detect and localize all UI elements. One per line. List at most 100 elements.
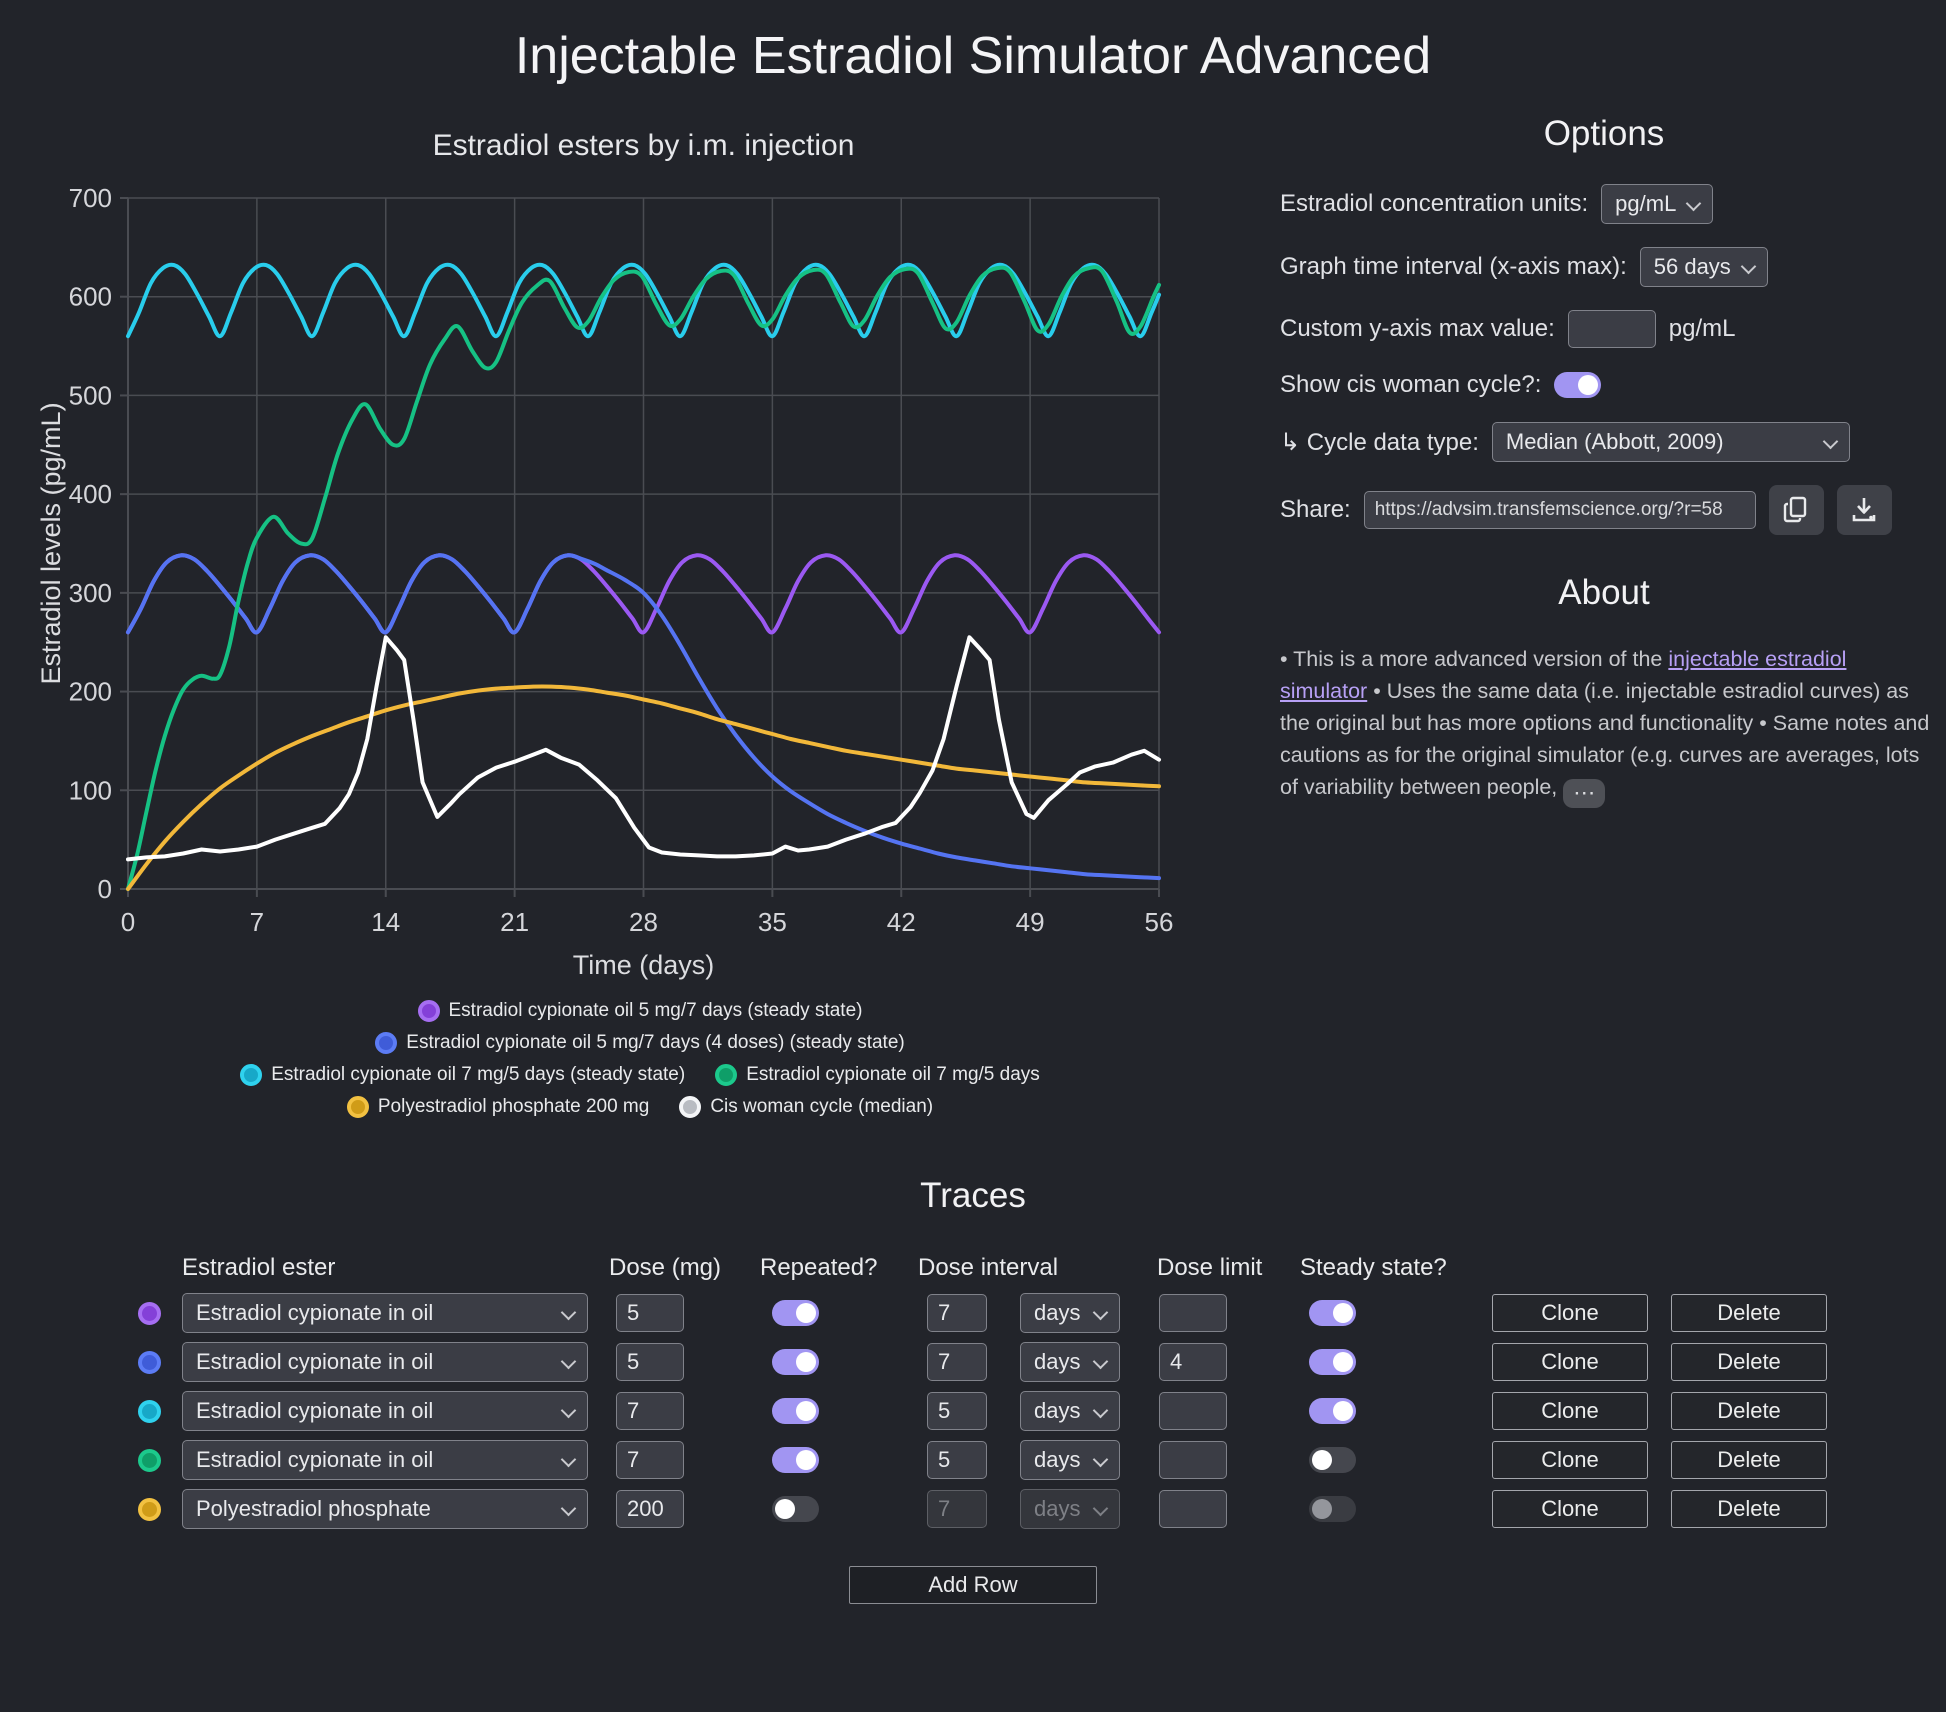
legend-row: Estradiol cypionate oil 5 mg/7 days (4 d… — [375, 1032, 905, 1054]
injectable-simulator-link[interactable]: injectable estradiol simulator — [1280, 647, 1847, 703]
clone-button[interactable]: Clone — [1492, 1294, 1648, 1332]
steady-state-toggle[interactable] — [1309, 1398, 1356, 1424]
clone-button[interactable]: Clone — [1492, 1343, 1648, 1381]
toggle-knob — [796, 1352, 816, 1372]
dose-interval-input[interactable] — [927, 1392, 987, 1430]
legend-dot — [240, 1064, 263, 1086]
legend-dot — [715, 1064, 738, 1086]
download-icon — [1852, 498, 1876, 522]
legend-label: Polyestradiol phosphate 200 mg — [377, 1096, 650, 1117]
add-row-button[interactable]: Add Row — [849, 1566, 1097, 1604]
ester-select[interactable]: Polyestradiol phosphate — [182, 1489, 588, 1529]
download-button[interactable] — [1836, 485, 1892, 535]
clone-button[interactable]: Clone — [1492, 1392, 1648, 1430]
units-select[interactable]: pg/mL — [1601, 184, 1714, 224]
dose-limit-input[interactable] — [1159, 1343, 1227, 1381]
dose-interval-input[interactable] — [927, 1343, 987, 1381]
svg-text:56: 56 — [1145, 907, 1174, 937]
chevron-down-icon — [560, 1304, 577, 1321]
legend-item[interactable]: Estradiol cypionate oil 7 mg/5 days — [715, 1064, 1040, 1086]
legend-item[interactable]: Cis woman cycle (median) — [679, 1096, 933, 1118]
delete-button[interactable]: Delete — [1671, 1392, 1827, 1430]
page-title: Injectable Estradiol Simulator Advanced — [514, 27, 1432, 85]
toggle-knob — [775, 1499, 795, 1519]
svg-text:35: 35 — [758, 907, 787, 937]
interval-unit-select[interactable]: days — [1020, 1391, 1120, 1431]
main-content: 0 100 200 300 400 500 600 700 0 7 14 21 28 35 42 49 56 Es… — [0, 94, 1946, 1118]
svg-text:300: 300 — [69, 578, 112, 608]
ester-select[interactable]: Estradiol cypionate in oil — [182, 1391, 588, 1431]
delete-button[interactable]: Delete — [1671, 1294, 1827, 1332]
ester-select[interactable]: Estradiol cypionate in oil — [182, 1342, 588, 1382]
steady-state-toggle[interactable] — [1309, 1447, 1356, 1473]
legend-row: Polyestradiol phosphate 200 mg Cis woman … — [346, 1096, 933, 1118]
chevron-down-icon — [1092, 1353, 1109, 1370]
ester-value: Polyestradiol phosphate — [196, 1496, 431, 1521]
interval-unit-select[interactable]: days — [1020, 1342, 1120, 1382]
svg-text:Estradiol levels (pg/mL): Estradiol levels (pg/mL) — [36, 402, 66, 684]
chevron-down-icon — [1092, 1304, 1109, 1321]
interval-unit-select[interactable]: days — [1020, 1489, 1120, 1529]
traces-heading: Traces — [920, 1176, 1026, 1215]
dose-limit-input[interactable] — [1159, 1490, 1227, 1528]
dose-limit-input[interactable] — [1159, 1392, 1227, 1430]
dose-input[interactable] — [616, 1343, 684, 1381]
show-cycle-toggle[interactable] — [1554, 372, 1602, 398]
legend-row: Estradiol cypionate oil 5 mg/7 days (ste… — [417, 1000, 862, 1022]
svg-text:100: 100 — [69, 775, 112, 805]
cycle-type-select[interactable]: Median (Abbott, 2009) — [1491, 422, 1850, 462]
cycle-type-label: ↳ Cycle data type: — [1280, 428, 1479, 456]
ester-select[interactable]: Estradiol cypionate in oil — [182, 1440, 588, 1480]
interval-unit-select[interactable]: days — [1020, 1440, 1120, 1480]
dose-input[interactable] — [616, 1294, 684, 1332]
steady-state-toggle[interactable] — [1309, 1349, 1356, 1375]
trace-color-dot — [138, 1399, 161, 1423]
dose-limit-input[interactable] — [1159, 1441, 1227, 1479]
chevron-down-icon — [1092, 1500, 1109, 1517]
delete-button[interactable]: Delete — [1671, 1490, 1827, 1528]
trace-color-dot — [138, 1301, 161, 1325]
copy-link-button[interactable] — [1768, 485, 1824, 535]
legend-item[interactable]: Estradiol cypionate oil 5 mg/7 days (4 d… — [375, 1032, 905, 1054]
interval-unit-select[interactable]: days — [1020, 1293, 1120, 1333]
delete-button[interactable]: Delete — [1671, 1343, 1827, 1381]
share-url-input[interactable] — [1363, 491, 1756, 529]
toggle-knob — [1333, 1352, 1353, 1372]
time-interval-select[interactable]: 56 days — [1639, 247, 1768, 287]
delete-button[interactable]: Delete — [1671, 1441, 1827, 1479]
dose-input[interactable] — [616, 1441, 684, 1479]
repeated-toggle[interactable] — [772, 1349, 819, 1375]
trace-row: Polyestradiol phosphate days Clone Delet… — [0, 1489, 1946, 1529]
steady-state-toggle[interactable] — [1309, 1496, 1356, 1522]
legend-item[interactable]: Polyestradiol phosphate 200 mg — [346, 1096, 650, 1118]
repeated-toggle[interactable] — [772, 1398, 819, 1424]
expand-more-button[interactable]: ⋯ — [1563, 778, 1606, 808]
svg-text:21: 21 — [500, 907, 529, 937]
dose-input[interactable] — [616, 1392, 684, 1430]
repeated-toggle[interactable] — [772, 1300, 819, 1326]
clone-button[interactable]: Clone — [1492, 1490, 1648, 1528]
dose-input[interactable] — [616, 1490, 684, 1528]
legend-item[interactable]: Estradiol cypionate oil 5 mg/7 days (ste… — [417, 1000, 862, 1022]
option-row-units: Estradiol concentration units: pg/mL — [1280, 184, 1942, 224]
ymax-input[interactable] — [1567, 310, 1656, 348]
option-row-ymax: Custom y-axis max value: pg/mL — [1280, 310, 1942, 348]
curve-1 — [126, 553, 1161, 881]
repeated-toggle[interactable] — [772, 1496, 819, 1522]
chevron-down-icon — [560, 1451, 577, 1468]
dose-interval-input[interactable] — [927, 1294, 987, 1332]
repeated-toggle[interactable] — [772, 1447, 819, 1473]
clone-button[interactable]: Clone — [1492, 1441, 1648, 1479]
ester-select[interactable]: Estradiol cypionate in oil — [182, 1293, 588, 1333]
svg-text:Time (days): Time (days) — [573, 950, 715, 980]
chart-panel: 0 100 200 300 400 500 600 700 0 7 14 21 28 35 42 49 56 Es… — [30, 94, 1250, 1118]
dose-interval-input[interactable] — [927, 1490, 987, 1528]
dose-limit-input[interactable] — [1159, 1294, 1227, 1332]
toggle-knob — [796, 1450, 816, 1470]
ester-value: Estradiol cypionate in oil — [196, 1300, 434, 1325]
legend-item[interactable]: Estradiol cypionate oil 7 mg/5 days (ste… — [240, 1064, 685, 1086]
dose-interval-input[interactable] — [927, 1441, 987, 1479]
traces-table-body: Estradiol cypionate in oil days Clone De… — [0, 1293, 1946, 1529]
cycle-toggle-label: Show cis woman cycle?: — [1280, 371, 1542, 398]
steady-state-toggle[interactable] — [1309, 1300, 1356, 1326]
